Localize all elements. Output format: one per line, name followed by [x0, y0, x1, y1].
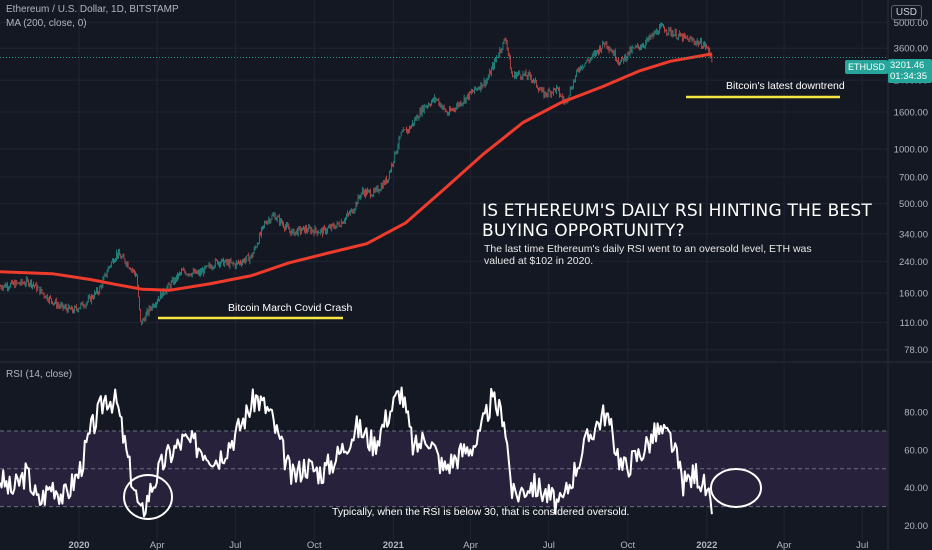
rsi-line [0, 386, 713, 518]
y-tick-label: 160.00 [899, 289, 928, 300]
currency-button[interactable]: USD [890, 5, 922, 20]
y-tick-label: 1000.00 [894, 144, 928, 155]
candle-countdown: 01:34:35 [890, 71, 927, 82]
x-tick-label: 2020 [68, 540, 89, 550]
y-tick-label: 78.00 [904, 345, 928, 356]
y-tick-label: 110.00 [900, 318, 928, 329]
x-tick-label: Apr [463, 540, 478, 550]
x-tick-label: 2021 [383, 540, 405, 550]
last-price-label: 3201.46 01:34:35 [888, 59, 932, 83]
latest-downtrend-annotation: Bitcoin's latest downtrend [726, 80, 845, 92]
rsi-tick-label: 60.00 [904, 445, 928, 456]
y-tick-label: 5000.00 [894, 18, 928, 29]
rsi-note-annotation: Typically, when the RSI is below 30, tha… [332, 506, 630, 518]
headline-annotation: IS ETHEREUM'S DAILY RSI HINTING THE BEST… [482, 201, 872, 241]
y-tick-label: 500.00 [899, 199, 928, 210]
x-tick-label: 2022 [696, 540, 717, 550]
y-tick-label: 240.00 [899, 257, 928, 268]
symbol-tag: ETHUSD [845, 60, 889, 74]
ma-legend[interactable]: MA (200, close, 0) [6, 18, 87, 29]
y-tick-label: 340.00 [899, 229, 928, 240]
subtext-annotation: The last time Ethereum's daily RSI went … [484, 243, 812, 267]
x-tick-label: Apr [150, 540, 165, 550]
symbol-title: Ethereum / U.S. Dollar, 1D, BITSTAMP [6, 4, 179, 15]
last-price: 3201.46 [890, 60, 925, 71]
covid-crash-annotation: Bitcoin March Covid Crash [228, 302, 353, 314]
x-tick-label: Oct [307, 540, 322, 550]
y-tick-label: 3600.00 [894, 44, 928, 55]
ma-200-line [0, 52, 713, 292]
x-tick-label: Oct [620, 540, 635, 550]
oversold-circle-2022 [710, 468, 762, 508]
x-tick-label: Jul [229, 540, 241, 550]
x-tick-label: Jul [856, 540, 868, 550]
y-tick-label: 1600.00 [894, 107, 928, 118]
rsi-tick-label: 80.00 [904, 408, 928, 419]
y-tick-label: 700.00 [899, 173, 928, 184]
x-tick-label: Apr [777, 540, 792, 550]
oversold-circle-2020 [123, 474, 173, 520]
rsi-tick-label: 20.00 [904, 521, 928, 532]
x-tick-label: Jul [543, 540, 555, 550]
rsi-legend[interactable]: RSI (14, close) [6, 369, 73, 380]
rsi-tick-label: 40.00 [904, 483, 928, 494]
